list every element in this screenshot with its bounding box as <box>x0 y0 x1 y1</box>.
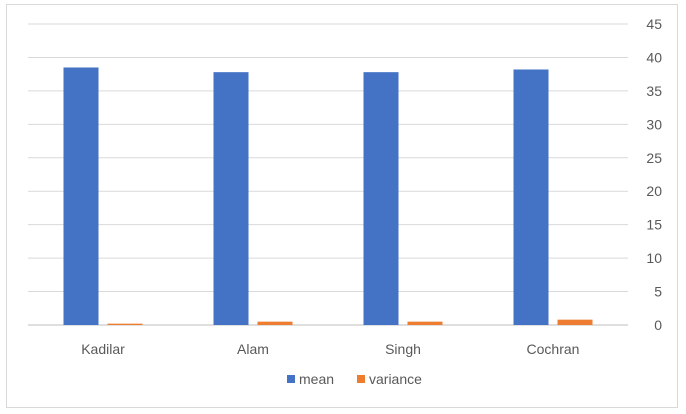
chart-frame <box>6 4 678 408</box>
bar-mean-cochran <box>513 69 549 326</box>
x-tick-label: Cochran <box>527 341 580 357</box>
legend-swatch-mean <box>287 375 295 383</box>
y-tick-label: 25 <box>646 150 662 166</box>
y-tick-label: 35 <box>646 83 662 99</box>
legend: mean variance <box>287 371 422 387</box>
legend-swatch-variance <box>357 375 365 383</box>
x-tick-label: Alam <box>237 341 269 357</box>
legend-label-mean: mean <box>299 371 334 387</box>
y-tick-label: 0 <box>654 317 662 333</box>
bar-variance-alam <box>257 321 293 325</box>
x-tick-label: Kadilar <box>81 341 125 357</box>
bar-variance-cochran <box>557 319 593 325</box>
y-tick-label: 15 <box>646 217 662 233</box>
bars <box>63 67 593 326</box>
bar-mean-kadilar <box>63 67 99 325</box>
y-tick-label: 10 <box>646 250 662 266</box>
bar-variance-kadilar <box>107 323 143 325</box>
y-tick-label: 45 <box>646 16 662 32</box>
bar-variance-singh <box>407 321 443 325</box>
y-tick-label: 30 <box>646 116 662 132</box>
y-tick-label: 5 <box>654 284 662 300</box>
bar-mean-singh <box>363 72 399 325</box>
axes: 0 5 10 15 20 25 30 35 40 45 Kadilar Alam Singh Cochra… <box>81 16 662 357</box>
x-tick-label: Singh <box>385 341 421 357</box>
y-tick-label: 40 <box>646 49 662 65</box>
y-tick-label: 20 <box>646 183 662 199</box>
legend-label-variance: variance <box>369 371 422 387</box>
bar-mean-alam <box>213 72 249 325</box>
